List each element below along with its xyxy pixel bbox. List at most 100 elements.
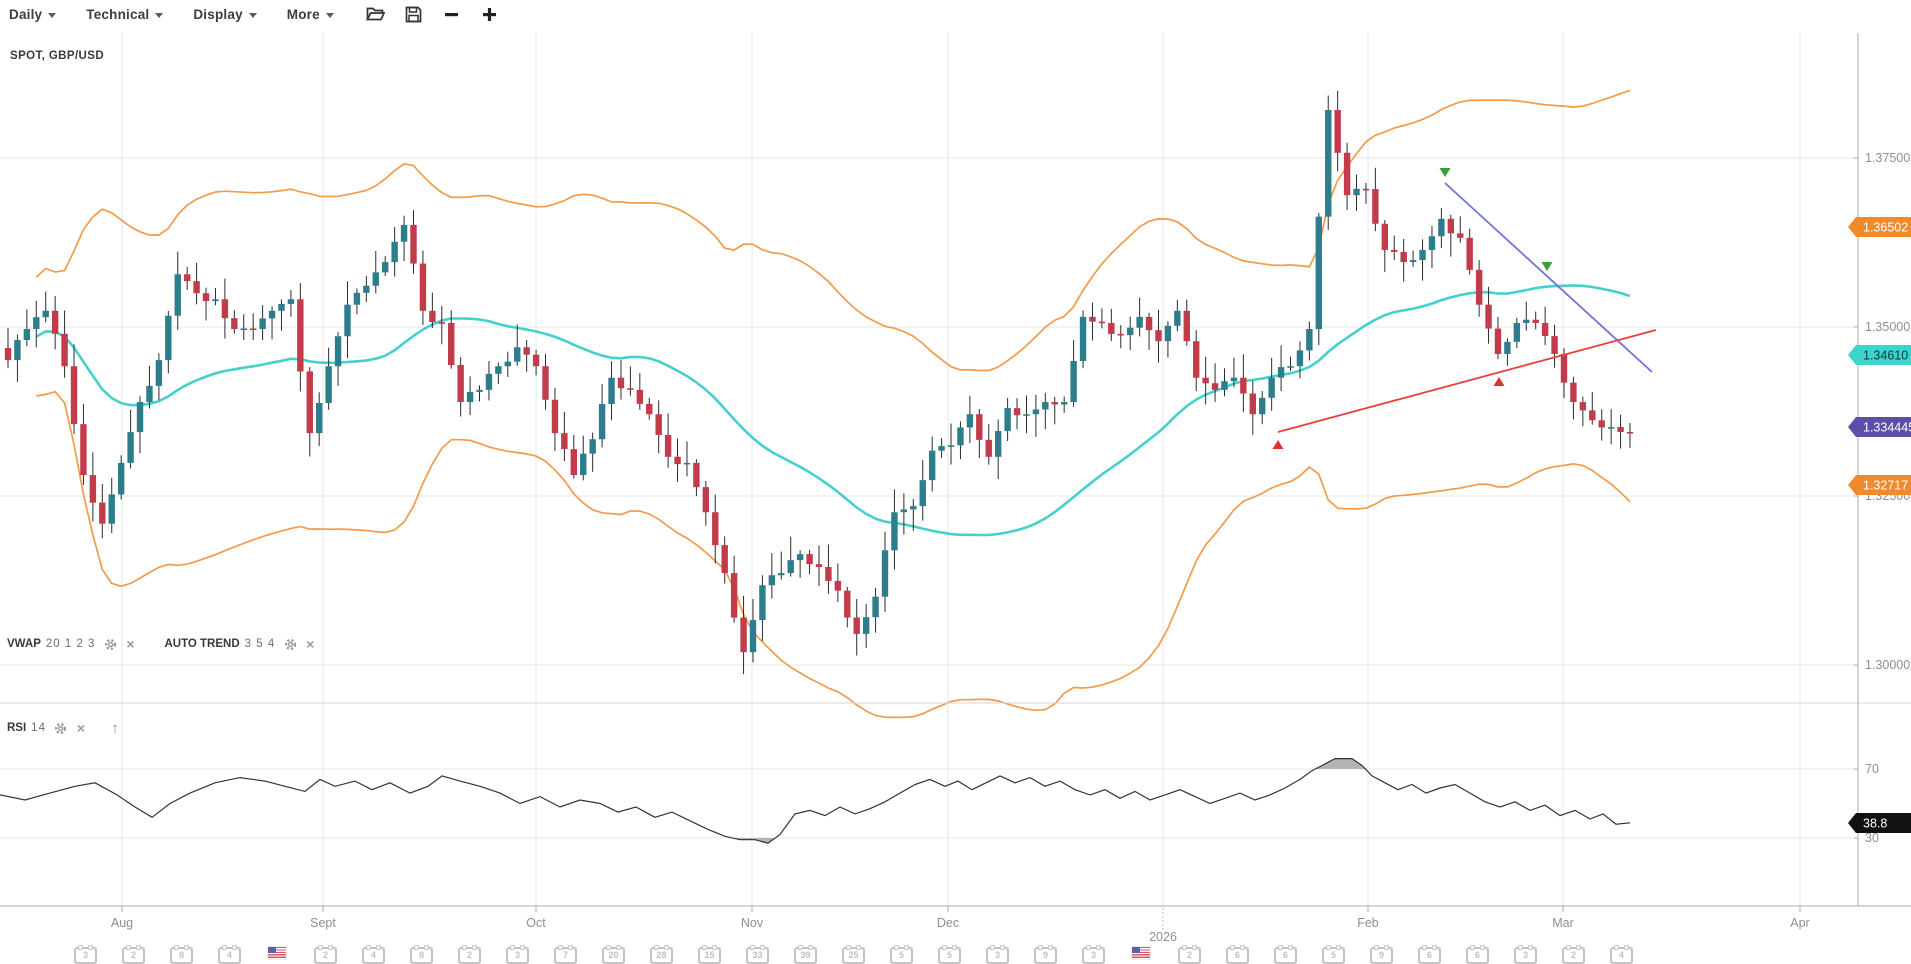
calendar-event-icon[interactable]: 28 [650, 945, 673, 964]
candle-body [1570, 382, 1577, 403]
autotrend-remove-icon[interactable]: × [306, 636, 315, 652]
candle-body [231, 318, 238, 330]
calendar-event-icon[interactable]: 3 [506, 945, 529, 964]
candle-body [598, 404, 606, 440]
calendar-event-icon[interactable]: 8 [410, 945, 433, 964]
calendar-event-icon[interactable]: 4 [218, 945, 241, 964]
menu-daily[interactable]: Daily [9, 6, 57, 22]
candle-body [1183, 310, 1190, 342]
calendar-event-count: 6 [1426, 950, 1432, 960]
us-flag-icon[interactable] [268, 947, 286, 959]
economic-calendar-strip: 3 2 8 4 2 4 8 2 3 7 20 28 15 33 39 25 5 5 3 9 3 2 6 6 5 9 6 6 3 2 4 [0, 944, 1911, 964]
candle-body [749, 620, 757, 653]
candle-body [759, 585, 766, 621]
calendar-event-icon[interactable]: 3 [74, 945, 97, 964]
calendar-event-count: 8 [418, 950, 424, 960]
calendar-event-icon[interactable]: 6 [1226, 945, 1249, 964]
zoom-out-icon[interactable] [440, 3, 464, 25]
candle-body [542, 366, 549, 400]
calendar-event-icon[interactable]: 9 [1034, 945, 1057, 964]
calendar-event-icon[interactable]: 39 [794, 945, 817, 964]
zoom-in-icon[interactable] [478, 3, 502, 25]
candle-body [1089, 316, 1096, 322]
save-icon[interactable] [402, 3, 426, 25]
candle-body [1551, 336, 1558, 355]
calendar-event-icon[interactable]: 9 [1370, 945, 1393, 964]
rsi-tick-label: 70 [1865, 762, 1879, 776]
rsi-settings-gear-icon[interactable] [53, 720, 69, 736]
month-label: Dec [937, 916, 959, 930]
chart-series [0, 89, 1657, 844]
candle-body [400, 224, 408, 242]
calendar-event-icon[interactable]: 6 [1466, 945, 1489, 964]
auto-trend-overlay [1272, 168, 1657, 449]
rsi-remove-icon[interactable]: × [76, 720, 86, 736]
vwap-remove-icon[interactable]: × [126, 636, 135, 652]
candle-body [1221, 381, 1228, 390]
calendar-event-icon[interactable]: 2 [122, 945, 145, 964]
calendar-event-icon[interactable]: 15 [698, 945, 721, 964]
candle-body [485, 373, 493, 390]
calendar-event-count: 6 [1474, 950, 1480, 960]
calendar-event-icon[interactable]: 5 [890, 945, 913, 964]
autotrend-indicator-name: AUTO TREND [164, 638, 240, 650]
candle-body [1372, 189, 1379, 224]
candle-body [1193, 341, 1200, 378]
candle-body [1108, 322, 1115, 334]
menu-more[interactable]: More [287, 7, 334, 22]
autotrend-settings-gear-icon[interactable] [282, 636, 298, 652]
menu-display[interactable]: Display [193, 7, 257, 22]
candle-body [806, 554, 813, 565]
upper-band-badge: 1.36502 [1848, 217, 1911, 237]
calendar-event-icon[interactable]: 2 [314, 945, 337, 964]
menu-bar: Daily Technical Display More [0, 0, 1911, 28]
chevron-down-icon [155, 12, 164, 18]
calendar-event-icon[interactable]: 2 [458, 945, 481, 964]
calendar-event-icon[interactable]: 2 [1562, 945, 1585, 964]
calendar-event-icon[interactable]: 33 [746, 945, 769, 964]
flag-canton [268, 947, 276, 953]
trend-line[interactable] [1277, 329, 1657, 433]
calendar-event-icon[interactable]: 5 [938, 945, 961, 964]
candle-body [702, 487, 710, 513]
calendar-event-icon[interactable]: 20 [602, 945, 625, 964]
calendar-event-count: 5 [898, 950, 904, 960]
chevron-down-icon [248, 12, 257, 18]
calendar-event-icon[interactable]: 3 [1082, 945, 1105, 964]
calendar-event-icon[interactable]: 3 [986, 945, 1009, 964]
menu-technical[interactable]: Technical [86, 7, 164, 22]
calendar-event-count: 4 [226, 950, 232, 960]
candle-body [1164, 325, 1172, 342]
candle-body [862, 617, 870, 634]
candle-body [1287, 366, 1294, 368]
calendar-event-icon[interactable]: 6 [1274, 945, 1297, 964]
calendar-event-icon[interactable]: 25 [842, 945, 865, 964]
candle-body [202, 293, 210, 302]
calendar-event-icon[interactable]: 4 [362, 945, 385, 964]
vwap-settings-gear-icon[interactable] [102, 636, 118, 652]
candle-body [1523, 319, 1530, 323]
open-folder-icon[interactable] [364, 3, 388, 25]
candle-body [561, 433, 568, 450]
calendar-event-icon[interactable]: 3 [1514, 945, 1537, 964]
candle-body [80, 424, 87, 476]
menu-daily-label: Daily [9, 6, 43, 22]
candle-body [787, 560, 794, 574]
calendar-event-icon[interactable]: 8 [170, 945, 193, 964]
us-flag-icon[interactable] [1132, 947, 1150, 959]
candle-body [1541, 322, 1549, 337]
year-label: 2026 [1149, 930, 1177, 944]
candle-body [919, 480, 926, 507]
candle-body [985, 439, 992, 457]
calendar-event-icon[interactable]: 5 [1322, 945, 1345, 964]
calendar-event-icon[interactable]: 6 [1418, 945, 1441, 964]
candle-body [1419, 249, 1426, 261]
calendar-event-icon[interactable]: 7 [554, 945, 577, 964]
calendar-event-icon[interactable]: 2 [1178, 945, 1201, 964]
candle-body [1391, 249, 1398, 252]
rsi-move-up-icon[interactable]: ↑ [111, 719, 119, 737]
candle-body [976, 414, 983, 440]
candle-body [815, 564, 823, 567]
calendar-event-icon[interactable]: 4 [1610, 945, 1633, 964]
